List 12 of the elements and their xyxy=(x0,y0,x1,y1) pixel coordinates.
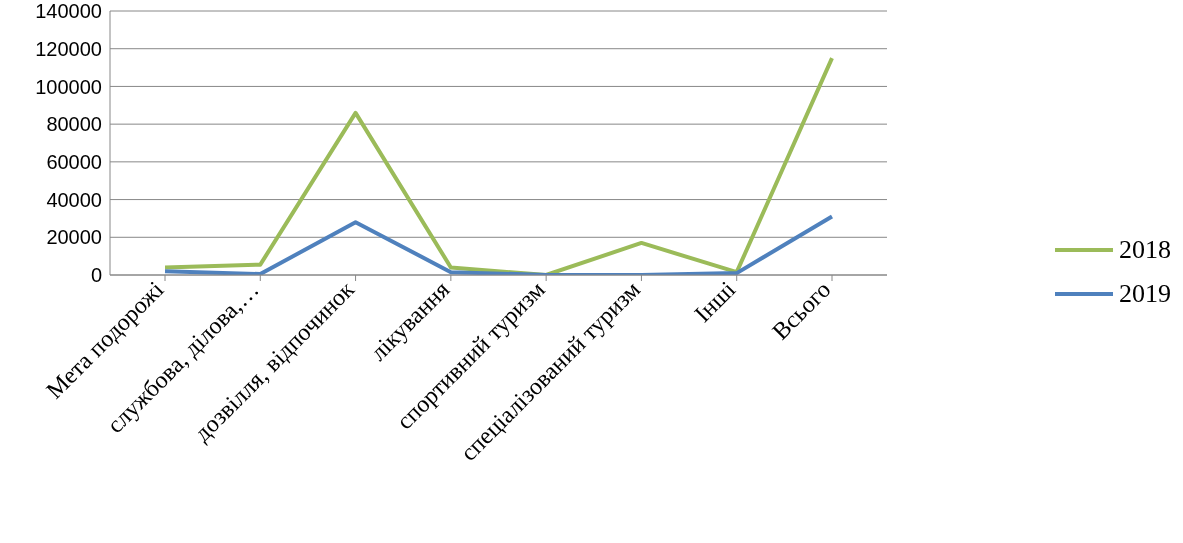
y-tick-label: 80000 xyxy=(46,113,102,136)
legend-label: 2018 xyxy=(1119,234,1171,265)
y-tick-label: 60000 xyxy=(46,150,102,173)
legend-label: 2019 xyxy=(1119,278,1171,309)
line-series xyxy=(163,56,834,275)
y-tick-label: 20000 xyxy=(46,226,102,249)
y-tick-label: 100000 xyxy=(35,75,102,98)
y-tick-label: 120000 xyxy=(35,37,102,60)
line-series xyxy=(163,214,834,275)
y-tick-label: 0 xyxy=(90,264,102,287)
y-tick-label: 40000 xyxy=(46,188,102,211)
y-tick-label: 140000 xyxy=(35,0,102,23)
